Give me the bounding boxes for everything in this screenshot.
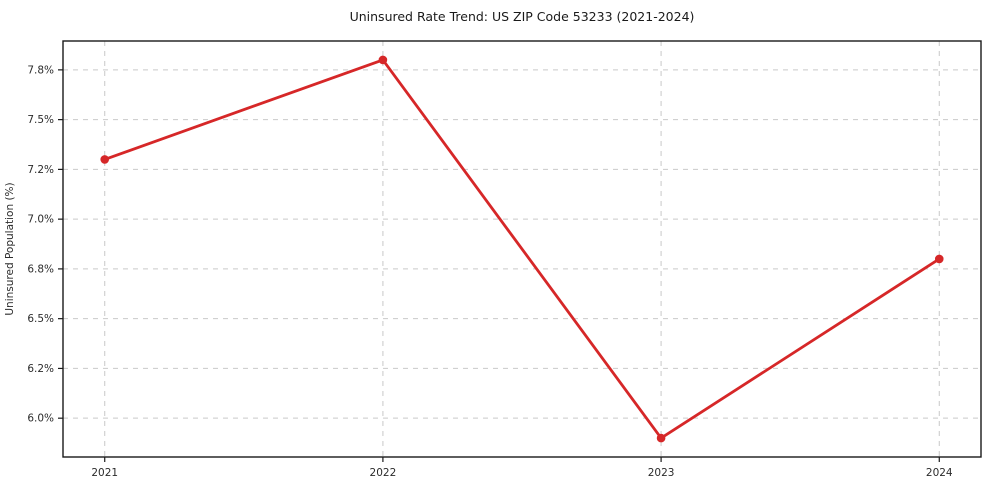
y-tick-label: 6.0% (27, 413, 54, 425)
x-tick-label: 2024 (926, 467, 953, 479)
x-tick-labels: 2021 2022 2023 2024 (91, 467, 953, 479)
y-tick-label: 7.5% (27, 114, 54, 126)
plot-border (62, 40, 982, 458)
y-gridlines (63, 69, 981, 419)
y-axis-label: Uninsured Population (%) (4, 182, 16, 315)
y-tick-labels: 6.0% 6.2% 6.5% 6.8% 7.0% 7.2% 7.5% 7.8% (27, 64, 54, 424)
y-tick-label: 7.2% (27, 164, 54, 176)
x-tick-label: 2023 (648, 467, 675, 479)
y-tick-label: 6.2% (27, 363, 54, 375)
data-point-2024 (934, 254, 944, 264)
y-tick-label: 7.0% (27, 214, 54, 226)
y-tick-label: 6.5% (27, 313, 54, 325)
data-point-2021 (100, 155, 110, 164)
data-point-2023 (656, 433, 666, 443)
axis-tick-marks (58, 69, 940, 462)
data-points (100, 55, 944, 443)
x-tick-label: 2022 (370, 467, 397, 479)
y-tick-label: 6.8% (27, 263, 54, 275)
x-tick-label: 2021 (91, 467, 118, 479)
y-tick-label: 7.8% (27, 64, 54, 76)
trend-line (103, 58, 941, 440)
chart-title: Uninsured Rate Trend: US ZIP Code 53233 … (350, 9, 695, 24)
data-point-2022 (378, 55, 388, 65)
